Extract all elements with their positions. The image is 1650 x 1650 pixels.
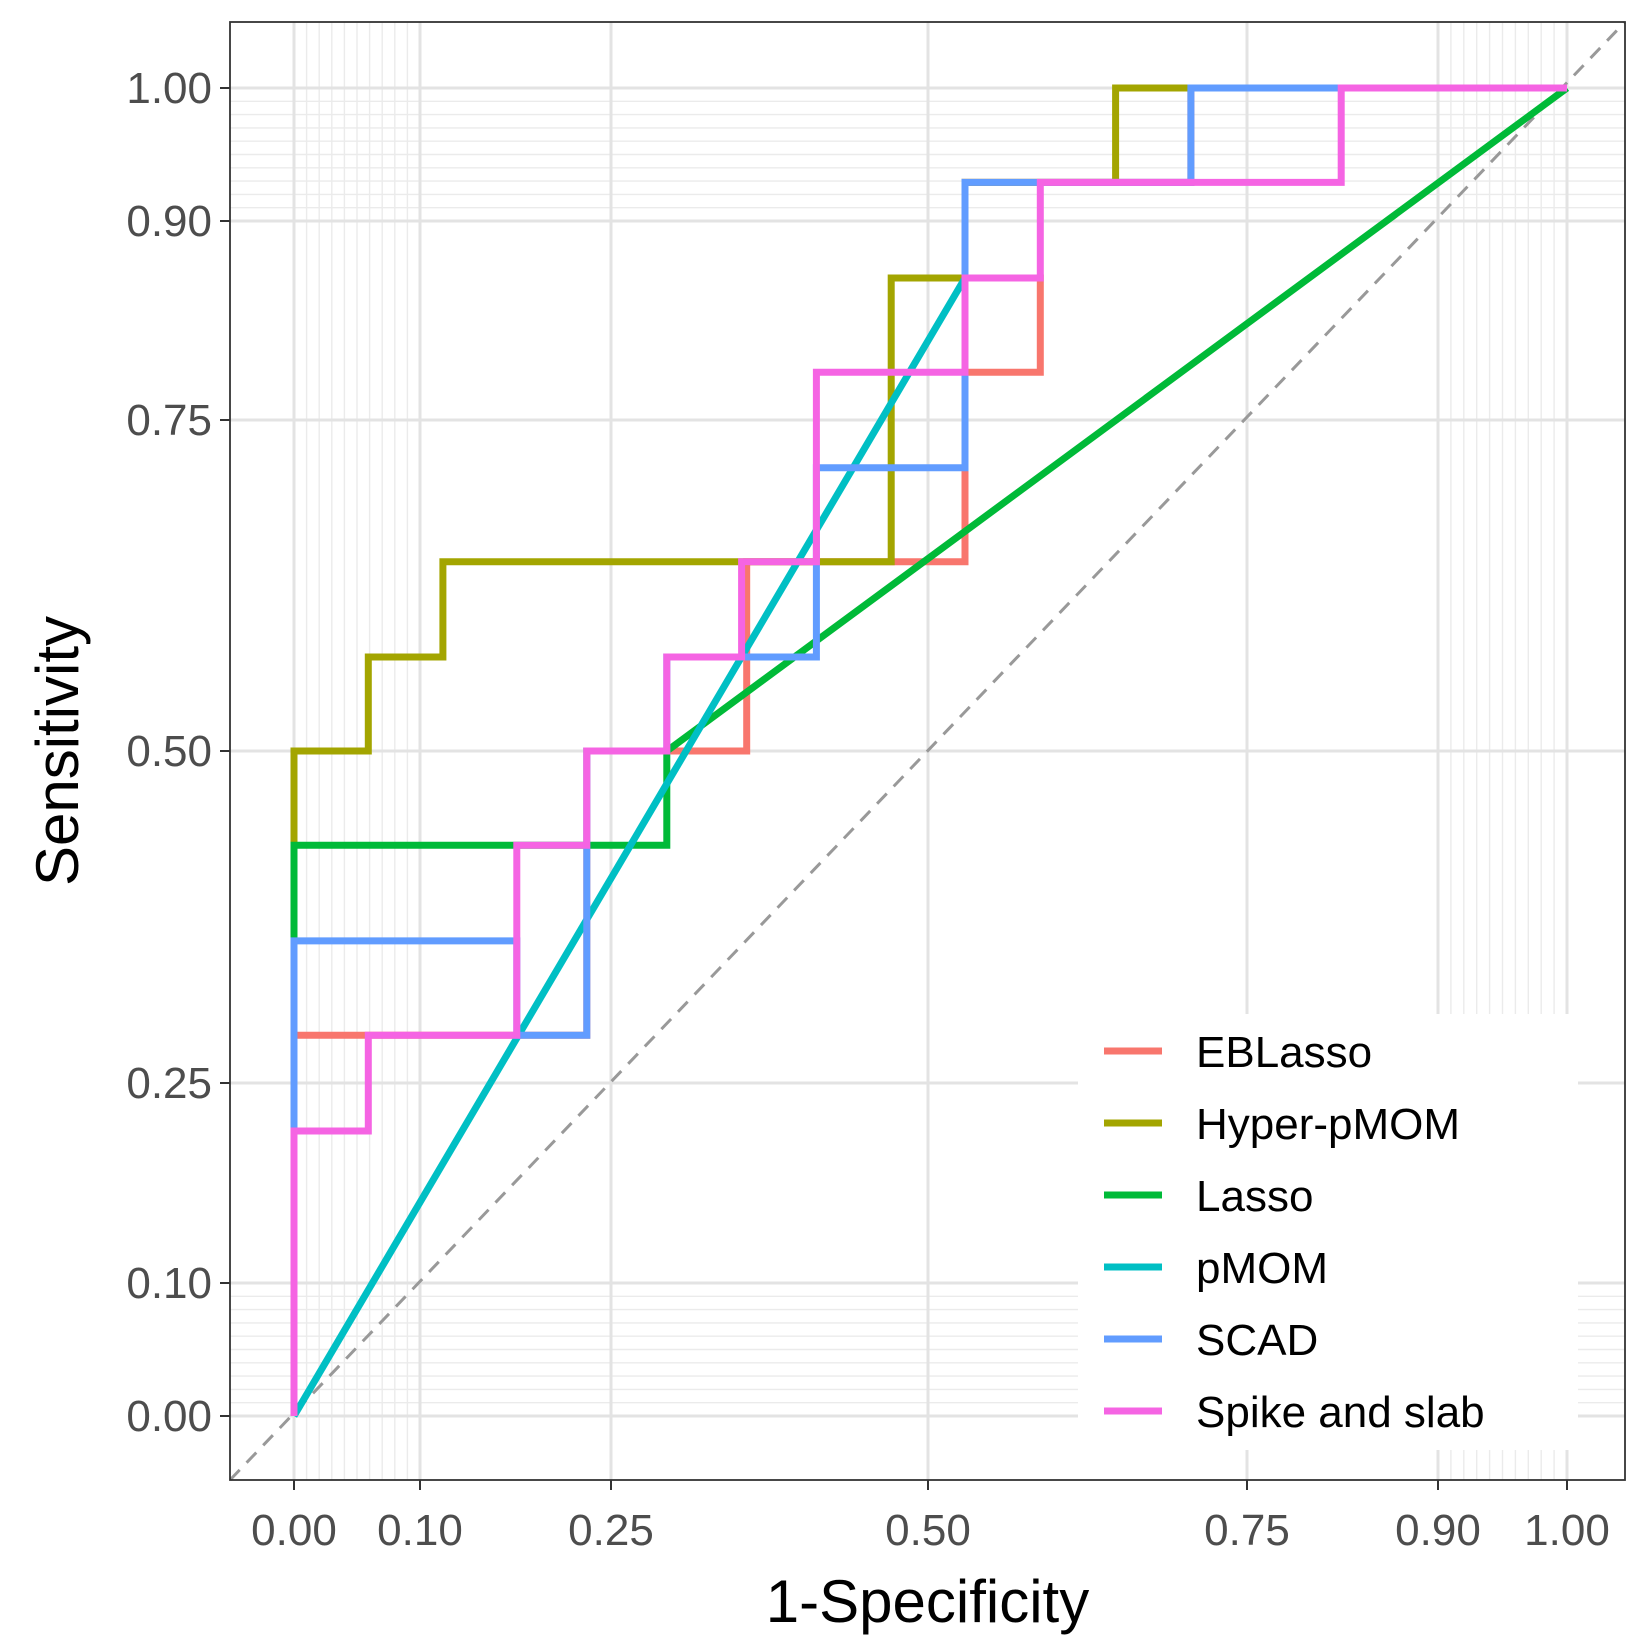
y-tick-label: 1.00 [126,64,212,113]
y-tick-label: 0.75 [126,396,212,445]
chance-diagonal [228,20,1627,1482]
y-tick-label: 0.25 [126,1059,212,1108]
legend-label: Lasso [1196,1172,1313,1221]
y-axis-title: Sensitivity [24,616,91,886]
x-tick-label: 0.10 [377,1506,463,1555]
series-line-spike-and-slab [290,84,1567,1416]
legend-label: pMOM [1196,1244,1328,1293]
legend-label: EBLasso [1196,1028,1372,1077]
x-tick-label: 0.25 [568,1506,654,1555]
x-tick-label: 0.90 [1395,1506,1481,1555]
legend-label: SCAD [1196,1316,1318,1365]
legend-box [1078,1014,1578,1450]
x-tick-label: 0.75 [1204,1506,1290,1555]
x-tick-label: 0.00 [251,1506,337,1555]
legend-label: Hyper-pMOM [1196,1100,1460,1149]
x-axis-title: 1-Specificity [766,1568,1089,1635]
y-tick-label: 0.50 [126,727,212,776]
y-tick-label: 0.10 [126,1259,212,1308]
y-tick-label: 0.00 [126,1392,212,1441]
y-tick-label: 0.90 [126,197,212,246]
x-tick-label: 0.50 [885,1506,971,1555]
legend-label: Spike and slab [1196,1388,1485,1437]
x-tick-label: 1.00 [1524,1506,1610,1555]
